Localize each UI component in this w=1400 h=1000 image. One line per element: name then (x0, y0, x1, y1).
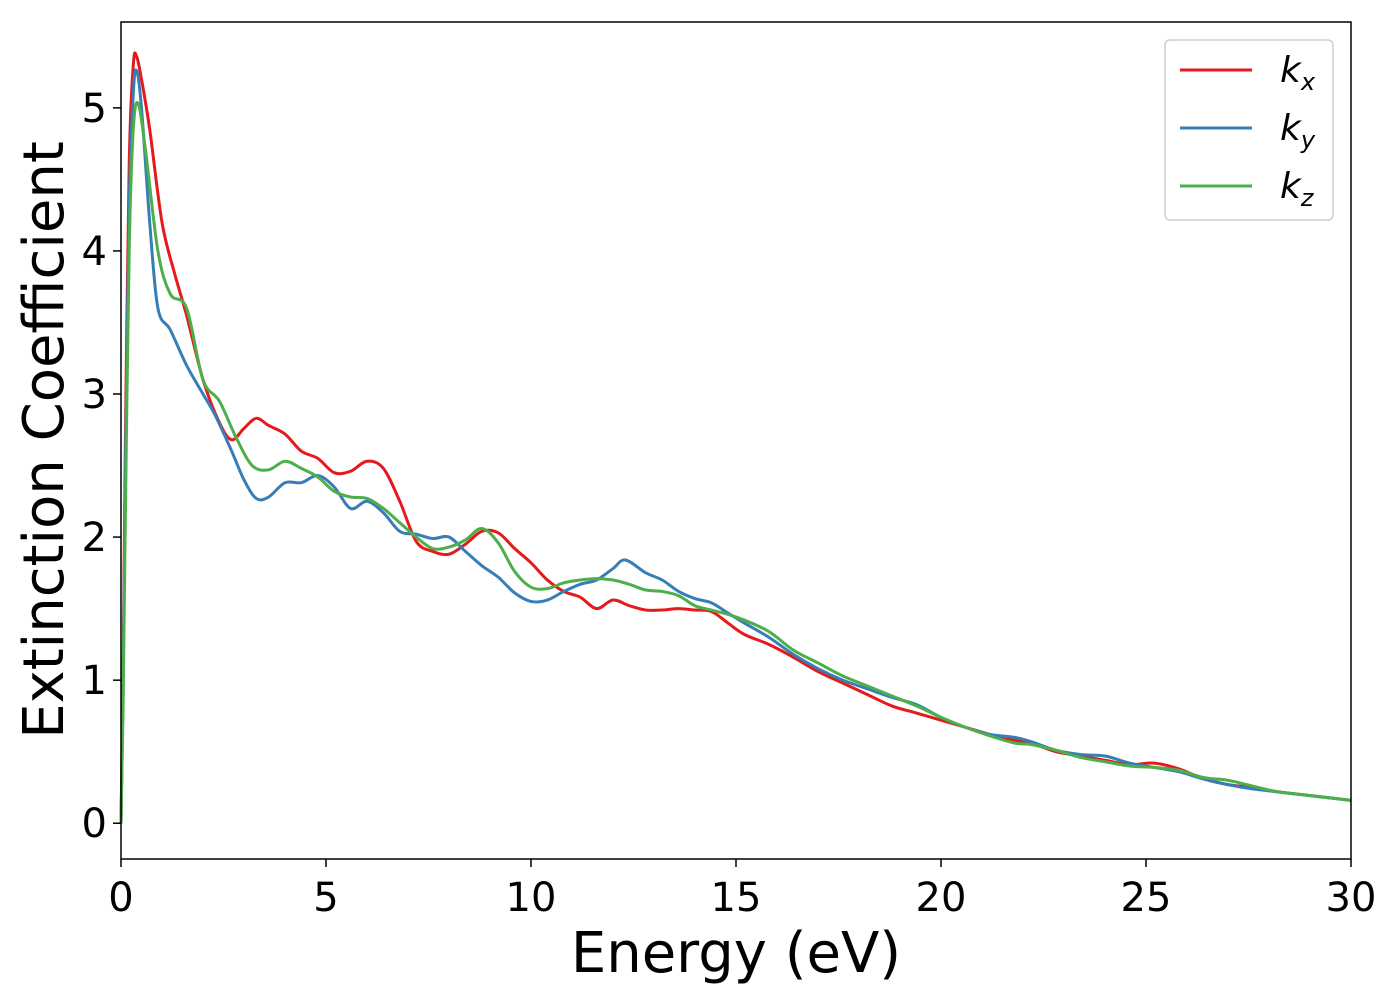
y-axis-ticks: 0 1 2 3 4 5 (82, 86, 121, 847)
series-layer (119, 51, 1352, 824)
x-tick-label: 5 (313, 875, 338, 921)
y-tick-label: 3 (82, 372, 107, 418)
y-tick-label: 0 (82, 801, 107, 847)
series-line-kz (119, 101, 1352, 824)
x-tick-label: 20 (916, 875, 967, 921)
legend-box (1164, 39, 1334, 221)
x-axis-title: Energy (eV) (571, 921, 901, 986)
x-tick-label: 25 (1121, 875, 1172, 921)
y-tick-label: 2 (82, 515, 107, 561)
x-tick-label: 15 (711, 875, 762, 921)
x-tick-label: 10 (506, 875, 557, 921)
y-tick-label: 1 (82, 658, 107, 704)
x-axis-ticks: 0 5 10 15 20 25 30 (108, 859, 1376, 921)
y-tick-label: 4 (82, 229, 107, 275)
x-tick-label: 0 (108, 875, 133, 921)
x-tick-label: 30 (1326, 875, 1377, 921)
y-axis-title: Extinction Coefficient (12, 141, 77, 739)
y-tick-label: 5 (82, 86, 107, 132)
